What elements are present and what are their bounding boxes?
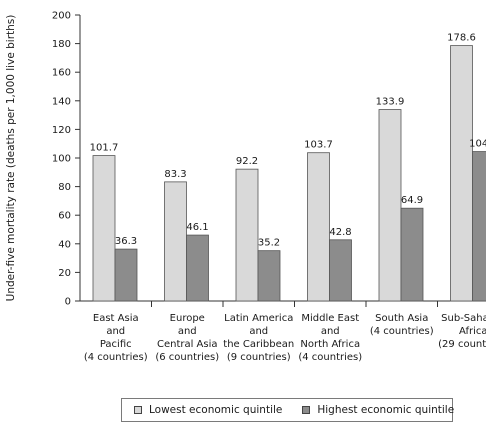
- bar-lowest-quintile: [378, 109, 402, 302]
- bar-lowest-quintile: [307, 152, 330, 302]
- legend-item-lowest: Lowest economic quintile: [134, 404, 282, 416]
- x-category-label-line: and: [321, 326, 340, 337]
- legend-label-highest: Highest economic quintile: [317, 404, 455, 416]
- x-category-label-line: (4 countries): [298, 352, 362, 363]
- y-tick-label: 160: [52, 68, 71, 79]
- x-category-label-line: Sub-Saharan: [441, 313, 486, 324]
- bar-value-label: 64.9: [401, 195, 423, 206]
- bar-value-label: 92.2: [236, 156, 258, 167]
- bar-highest-quintile: [186, 234, 209, 302]
- y-tick-label: 80: [58, 182, 71, 193]
- x-category-label-line: Middle East: [301, 313, 359, 324]
- x-category-label-line: East Asia: [93, 313, 139, 324]
- bar-value-label: 104.5: [469, 139, 486, 150]
- y-tick-label: 100: [52, 154, 71, 165]
- x-category-label: South Asia (4 countries): [370, 313, 434, 337]
- bar-highest-quintile: [400, 207, 424, 302]
- bar-value-label: 101.7: [90, 143, 119, 154]
- x-category-label: Europe and Central Asia (6 countries): [155, 313, 219, 363]
- x-category-label-line: (4 countries): [370, 326, 434, 337]
- bar-value-label: 46.1: [186, 222, 208, 233]
- bar-value-label: 83.3: [164, 169, 186, 180]
- x-category-label-line: Latin America: [224, 313, 293, 324]
- x-category-label-line: Europe: [170, 313, 205, 324]
- bar-lowest-quintile: [235, 168, 259, 302]
- legend-item-highest: Highest economic quintile: [302, 404, 454, 416]
- y-tick-label: 60: [58, 211, 71, 222]
- x-category-label-line: (9 countries): [227, 352, 291, 363]
- labels: East Asia and Pacific (4 countries) Europe an…: [84, 33, 486, 363]
- x-category-label-line: North Africa: [300, 339, 360, 350]
- legend-label-lowest: Lowest economic quintile: [149, 404, 283, 416]
- bar-value-label: 103.7: [304, 140, 333, 151]
- legend-swatch-lowest: [134, 406, 142, 414]
- x-category-label-line: and: [106, 326, 125, 337]
- y-axis-label-group: Under-five mortality rate (deaths per 1,…: [5, 15, 17, 302]
- legend-swatch-highest: [302, 406, 311, 414]
- x-category-label-line: Pacific: [100, 339, 132, 350]
- x-category-label-line: and: [178, 326, 197, 337]
- y-axis-label: Under-five mortality rate (deaths per 1,…: [5, 15, 17, 302]
- bar-value-label: 133.9: [376, 97, 405, 108]
- bar-value-label: 36.3: [115, 236, 137, 247]
- x-category-label: Latin America and the Caribbean (9 countrie…: [223, 313, 294, 363]
- x-category-label-line: the Caribbean: [223, 339, 294, 350]
- y-tick-label: 180: [52, 39, 71, 50]
- x-category-label: Sub-Saharan Africa (29 countries): [438, 313, 486, 350]
- x-category-label-line: and: [249, 326, 268, 337]
- x-category-label-line: Africa: [459, 326, 486, 337]
- bar-lowest-quintile: [450, 45, 473, 302]
- y-tick-label: 40: [58, 239, 71, 250]
- x-category-label-line: South Asia: [375, 313, 428, 324]
- bar-value-label: 178.6: [447, 33, 476, 44]
- x-category-label-line: (4 countries): [84, 352, 148, 363]
- bars: [92, 45, 486, 302]
- y-tick-label: 0: [65, 297, 71, 308]
- y-tick-label: 20: [58, 268, 71, 279]
- x-category-label: East Asia and Pacific (4 countries): [84, 313, 148, 363]
- bar-lowest-quintile: [164, 181, 187, 302]
- y-tick-label: 200: [52, 11, 71, 22]
- x-category-label: Middle East and North Africa (4 countries): [298, 313, 362, 363]
- bar-highest-quintile: [329, 239, 352, 302]
- y-tick-label: 140: [52, 96, 71, 107]
- bar-value-label: 42.8: [329, 227, 351, 238]
- bar-lowest-quintile: [92, 155, 116, 302]
- x-category-label-line: (29 countries): [438, 339, 486, 350]
- bar-highest-quintile: [257, 250, 281, 302]
- bar-highest-quintile: [472, 151, 486, 302]
- y-tick-label: 120: [52, 125, 71, 136]
- legend: Lowest economic quintile Highest economi…: [121, 398, 454, 422]
- x-category-label-line: (6 countries): [155, 352, 219, 363]
- x-category-label-line: Central Asia: [157, 339, 218, 350]
- axes: 0 20 40 60 80 100 120 140 160 180 200: [52, 11, 486, 308]
- bar-highest-quintile: [114, 248, 138, 302]
- bar-value-label: 35.2: [258, 238, 280, 249]
